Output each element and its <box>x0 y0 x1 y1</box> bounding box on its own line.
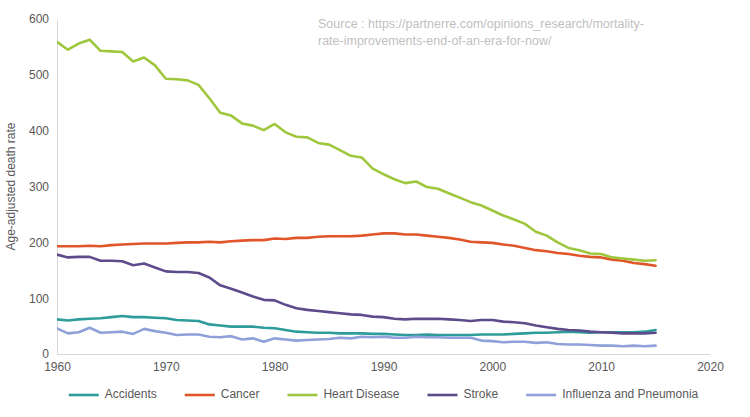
legend-swatch <box>427 394 457 397</box>
y-tick: 600 <box>29 12 57 26</box>
legend-item: Stroke <box>427 387 498 401</box>
legend-swatch <box>185 394 215 397</box>
x-tick-label: 1960 <box>44 360 71 374</box>
lines <box>57 40 656 347</box>
x-tick-label: 1970 <box>153 360 180 374</box>
x-tick-label: 2010 <box>588 360 615 374</box>
x-tick-label: 2000 <box>479 360 506 374</box>
y-tick-label: 600 <box>29 12 49 26</box>
y-tick-label: 100 <box>29 292 49 306</box>
legend-item: Influenza and Pneumonia <box>526 387 698 401</box>
x-tick: 2000 <box>479 354 506 374</box>
legend-swatch <box>69 394 99 397</box>
x-tick: 1980 <box>262 354 289 374</box>
series-line <box>57 255 656 334</box>
legend-label: Influenza and Pneumonia <box>562 387 698 401</box>
legend-swatch <box>526 394 556 397</box>
y-axis-title: Age-adjusted death rate <box>4 122 18 250</box>
y-axis: 0100200300400500600 <box>29 12 58 361</box>
y-tick-label: 500 <box>29 68 49 82</box>
legend-label: Stroke <box>463 387 498 401</box>
legend: Accidents Cancer Heart Disease Stroke Influe… <box>69 387 699 401</box>
annotation: Source : https://partnerre.com/opinions_… <box>318 17 644 48</box>
legend-label: Heart Disease <box>323 387 399 401</box>
source-text: Source : https://partnerre.com/opinions_… <box>318 17 644 31</box>
y-axis-line <box>57 20 58 355</box>
x-tick: 1960 <box>44 354 71 374</box>
x-tick-label: 1990 <box>371 360 398 374</box>
x-axis: 1960 1970 1980 1990 2000 2010 2020 <box>44 354 724 374</box>
series-line <box>57 40 656 261</box>
series-line <box>57 328 656 346</box>
legend-label: Accidents <box>105 387 157 401</box>
x-tick-label: 1980 <box>262 360 289 374</box>
legend-item: Heart Disease <box>287 387 399 401</box>
x-tick: 2020 <box>697 354 724 374</box>
x-tick: 1970 <box>153 354 180 374</box>
series-line <box>57 233 656 265</box>
chart-container: 0100200300400500600196019701980199020002… <box>0 0 750 417</box>
y-tick: 200 <box>29 236 57 250</box>
chart-svg: 0100200300400500600196019701980199020002… <box>0 0 750 417</box>
y-tick: 300 <box>29 180 57 194</box>
legend-item: Accidents <box>69 387 157 401</box>
y-tick-label: 400 <box>29 124 49 138</box>
x-tick: 2010 <box>588 354 615 374</box>
y-tick-label: 300 <box>29 180 49 194</box>
source-text: rate-improvements-end-of-an-era-for-now/ <box>318 34 552 48</box>
x-tick-label: 2020 <box>697 360 724 374</box>
y-tick: 400 <box>29 124 57 138</box>
x-tick: 1990 <box>371 354 398 374</box>
legend-swatch <box>287 394 317 397</box>
legend-item: Cancer <box>185 387 260 401</box>
series-line <box>57 316 656 335</box>
y-tick-label: 200 <box>29 236 49 250</box>
y-tick: 500 <box>29 68 57 82</box>
y-tick: 100 <box>29 292 57 306</box>
x-axis-line <box>58 354 711 355</box>
plot-area: 0100200300400500600196019701980199020002… <box>29 12 724 373</box>
legend-label: Cancer <box>221 387 260 401</box>
